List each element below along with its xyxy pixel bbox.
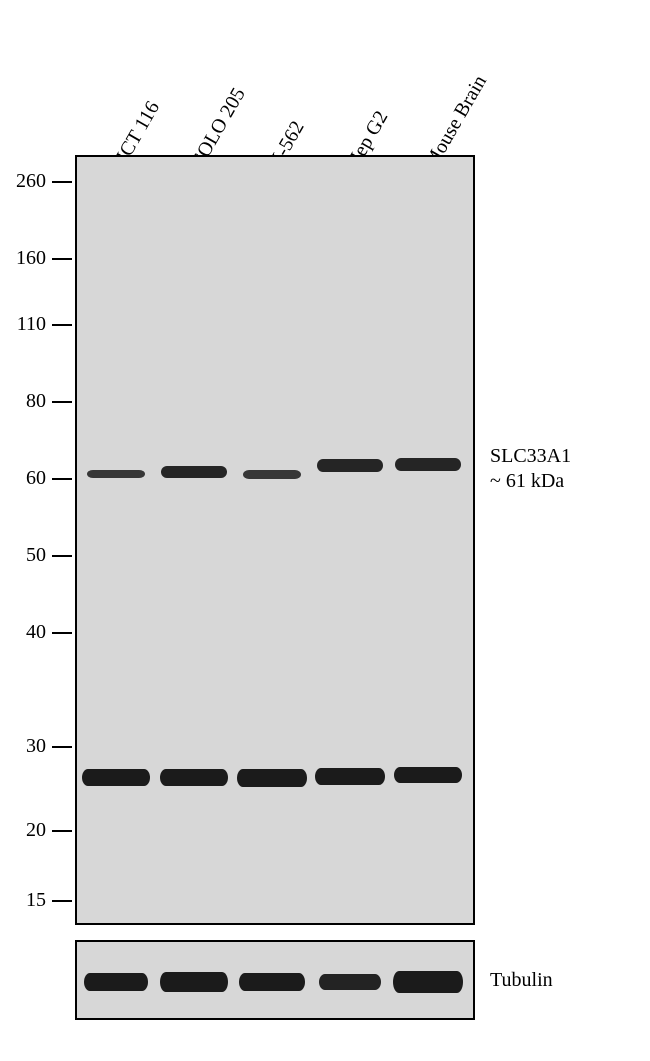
mw-marker: 20 bbox=[6, 819, 46, 842]
mw-marker: 80 bbox=[6, 390, 46, 413]
band-lower bbox=[315, 768, 385, 785]
control-annotation: Tubulin bbox=[490, 968, 553, 993]
band-slc33a1 bbox=[87, 470, 145, 478]
membrane-bg bbox=[77, 157, 473, 923]
mw-tick bbox=[52, 555, 72, 557]
mw-marker: 40 bbox=[6, 621, 46, 644]
mw-marker: 160 bbox=[6, 247, 46, 270]
mw-tick bbox=[52, 478, 72, 480]
mw-tick bbox=[52, 830, 72, 832]
mw-tick bbox=[52, 632, 72, 634]
mw-tick bbox=[52, 181, 72, 183]
mw-tick bbox=[52, 324, 72, 326]
band-tubulin bbox=[319, 974, 381, 990]
mw-tick bbox=[52, 900, 72, 902]
mw-marker: 110 bbox=[6, 313, 46, 336]
band-slc33a1 bbox=[395, 458, 461, 471]
band-tubulin bbox=[393, 971, 463, 993]
target-annotation: SLC33A1 ~ 61 kDa bbox=[490, 444, 571, 494]
mw-marker: 15 bbox=[6, 889, 46, 912]
mw-tick bbox=[52, 746, 72, 748]
band-lower bbox=[394, 767, 462, 783]
band-slc33a1 bbox=[317, 459, 383, 472]
target-name: SLC33A1 bbox=[490, 445, 571, 467]
band-tubulin bbox=[160, 972, 228, 992]
band-slc33a1 bbox=[161, 466, 227, 478]
band-lower bbox=[160, 769, 228, 786]
main-blot bbox=[75, 155, 475, 925]
mw-marker: 30 bbox=[6, 735, 46, 758]
band-slc33a1 bbox=[243, 470, 301, 479]
mw-marker: 260 bbox=[6, 170, 46, 193]
mw-tick bbox=[52, 258, 72, 260]
mw-marker: 50 bbox=[6, 544, 46, 567]
band-lower bbox=[237, 769, 307, 787]
western-blot-figure: HCT 116 COLO 205 K-562 Hep G2 Mouse Brai… bbox=[0, 0, 650, 1061]
band-lower bbox=[82, 769, 150, 786]
mw-marker: 60 bbox=[6, 467, 46, 490]
band-tubulin bbox=[239, 973, 305, 991]
control-blot bbox=[75, 940, 475, 1020]
band-tubulin bbox=[84, 973, 148, 991]
mw-tick bbox=[52, 401, 72, 403]
target-mw: ~ 61 kDa bbox=[490, 470, 564, 492]
